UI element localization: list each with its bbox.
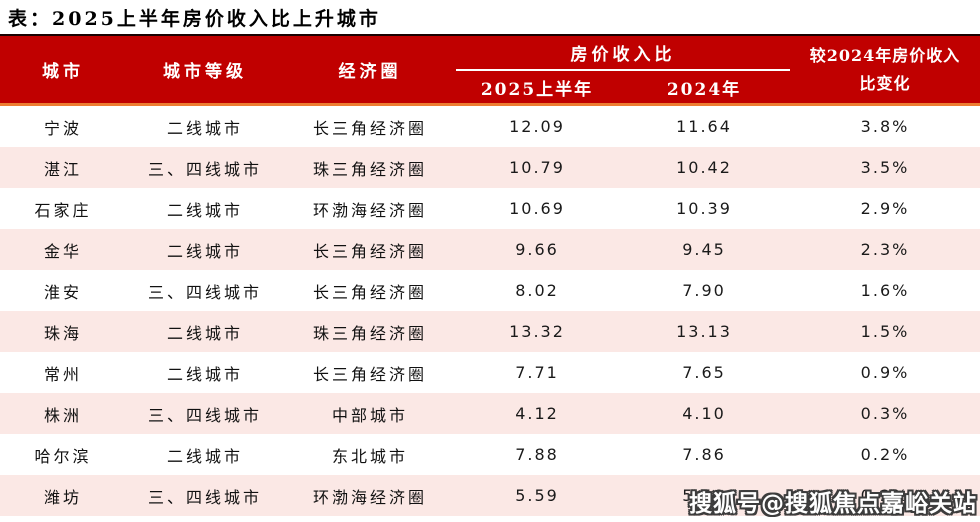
cell-city: 珠海: [43, 323, 82, 343]
cell-econ: 中部城市: [331, 405, 408, 425]
col-header-city: 城市: [42, 62, 84, 82]
cell-city: 淮安: [43, 282, 82, 302]
cell-ratio_2024: 7.86: [682, 445, 726, 464]
cell-tier: 二线城市: [166, 446, 243, 466]
cell-ratio_2025h1: 5.59: [515, 486, 559, 505]
cell-city: 金华: [43, 241, 82, 261]
cell-city: 常州: [43, 364, 82, 384]
cell-ratio_2025h1: 9.66: [515, 240, 559, 259]
table-row: 常州 二线城市 长三角经济圈 7.71 7.65 0.9%: [0, 352, 980, 393]
col-header-2025h1: 2025上半年: [480, 79, 594, 100]
cell-tier: 二线城市: [166, 323, 243, 343]
cell-econ: 珠三角经济圈: [312, 323, 427, 343]
table-row: 淮安 三、四线城市 长三角经济圈 8.02 7.90 1.6%: [0, 270, 980, 311]
price-income-ratio-table: 城市 城市等级 经济圈 房价收入比 2025上半年 2024年 较2024年房价…: [0, 34, 980, 516]
cell-change: 0.9%: [860, 363, 910, 382]
table-body: 宁波 二线城市 长三角经济圈 12.09 11.64 3.8% 湛江 三、四线城市 珠三角经济圈…: [0, 106, 980, 516]
table-row: 珠海 二线城市 珠三角经济圈 13.32 13.13 1.5%: [0, 311, 980, 352]
col-group-price-income-ratio: 房价收入比 2025上半年 2024年: [456, 36, 790, 103]
cell-tier: 二线城市: [166, 364, 243, 384]
cell-ratio_2024: 5.58: [682, 486, 726, 505]
cell-ratio_2024: 9.45: [682, 240, 726, 259]
table-row: 哈尔滨 二线城市 东北城市 7.88 7.86 0.2%: [0, 434, 980, 475]
cell-change: 0.2%: [860, 486, 910, 505]
cell-city: 哈尔滨: [34, 446, 92, 466]
table-row: 金华 二线城市 长三角经济圈 9.66 9.45 2.3%: [0, 229, 980, 270]
cell-tier: 三、四线城市: [147, 282, 262, 302]
cell-change: 2.9%: [860, 199, 910, 218]
cell-tier: 二线城市: [166, 200, 243, 220]
cell-change: 0.3%: [860, 404, 910, 423]
table-row: 潍坊 三、四线城市 环渤海经济圈 5.59 5.58 0.2%: [0, 475, 980, 516]
table-row: 宁波 二线城市 长三角经济圈 12.09 11.64 3.8%: [0, 106, 980, 147]
page-title: 表：2025上半年房价收入比上升城市: [8, 8, 381, 30]
col-header-change-label: 较2024年房价收入比变化: [809, 46, 961, 93]
cell-tier: 三、四线城市: [147, 159, 262, 179]
cell-econ: 长三角经济圈: [312, 241, 427, 261]
col-header-econ: 经济圈: [338, 62, 402, 82]
cell-econ: 环渤海经济圈: [312, 200, 427, 220]
cell-econ: 东北城市: [331, 446, 408, 466]
cell-econ: 长三角经济圈: [312, 118, 427, 138]
cell-ratio_2025h1: 12.09: [509, 117, 565, 136]
cell-tier: 三、四线城市: [147, 487, 262, 507]
col-header-tier: 城市等级: [163, 62, 247, 82]
cell-econ: 长三角经济圈: [312, 282, 427, 302]
cell-ratio_2025h1: 13.32: [509, 322, 565, 341]
table-row: 石家庄 二线城市 环渤海经济圈 10.69 10.39 2.9%: [0, 188, 980, 229]
cell-tier: 三、四线城市: [147, 405, 262, 425]
table-row: 株洲 三、四线城市 中部城市 4.12 4.10 0.3%: [0, 393, 980, 434]
cell-ratio_2025h1: 7.71: [515, 363, 559, 382]
cell-ratio_2024: 11.64: [676, 117, 732, 136]
cell-city: 潍坊: [43, 487, 82, 507]
cell-ratio_2025h1: 10.69: [509, 199, 565, 218]
cell-ratio_2025h1: 7.88: [515, 445, 559, 464]
cell-econ: 长三角经济圈: [312, 364, 427, 384]
cell-city: 株洲: [43, 405, 82, 425]
cell-ratio_2025h1: 8.02: [515, 281, 559, 300]
cell-ratio_2024: 7.65: [682, 363, 726, 382]
cell-ratio_2024: 7.90: [682, 281, 726, 300]
col-group-subheaders: 2025上半年 2024年: [456, 71, 790, 103]
cell-ratio_2024: 4.10: [682, 404, 726, 423]
cell-tier: 二线城市: [166, 241, 243, 261]
col-header-2024: 2024年: [666, 79, 742, 100]
cell-change: 2.3%: [860, 240, 910, 259]
cell-change: 0.2%: [860, 445, 910, 464]
cell-change: 1.6%: [860, 281, 910, 300]
cell-econ: 环渤海经济圈: [312, 487, 427, 507]
table-row: 湛江 三、四线城市 珠三角经济圈 10.79 10.42 3.5%: [0, 147, 980, 188]
table-header: 城市 城市等级 经济圈 房价收入比 2025上半年 2024年 较2024年房价…: [0, 34, 980, 106]
col-header-change: 较2024年房价收入比变化: [790, 36, 980, 103]
cell-change: 3.5%: [860, 158, 910, 177]
cell-ratio_2024: 10.42: [676, 158, 732, 177]
cell-city: 石家庄: [34, 200, 92, 220]
cell-tier: 二线城市: [166, 118, 243, 138]
cell-change: 3.8%: [860, 117, 910, 136]
col-group-label: 房价收入比: [456, 36, 790, 71]
cell-ratio_2024: 13.13: [676, 322, 732, 341]
cell-ratio_2025h1: 10.79: [509, 158, 565, 177]
sohu-watermark: 搜狐号@搜狐焦点嘉峪关站: [689, 491, 977, 517]
cell-city: 宁波: [43, 118, 82, 138]
cell-ratio_2025h1: 4.12: [515, 404, 559, 423]
cell-city: 湛江: [43, 159, 82, 179]
cell-ratio_2024: 10.39: [676, 199, 732, 218]
cell-change: 1.5%: [860, 322, 910, 341]
cell-econ: 珠三角经济圈: [312, 159, 427, 179]
